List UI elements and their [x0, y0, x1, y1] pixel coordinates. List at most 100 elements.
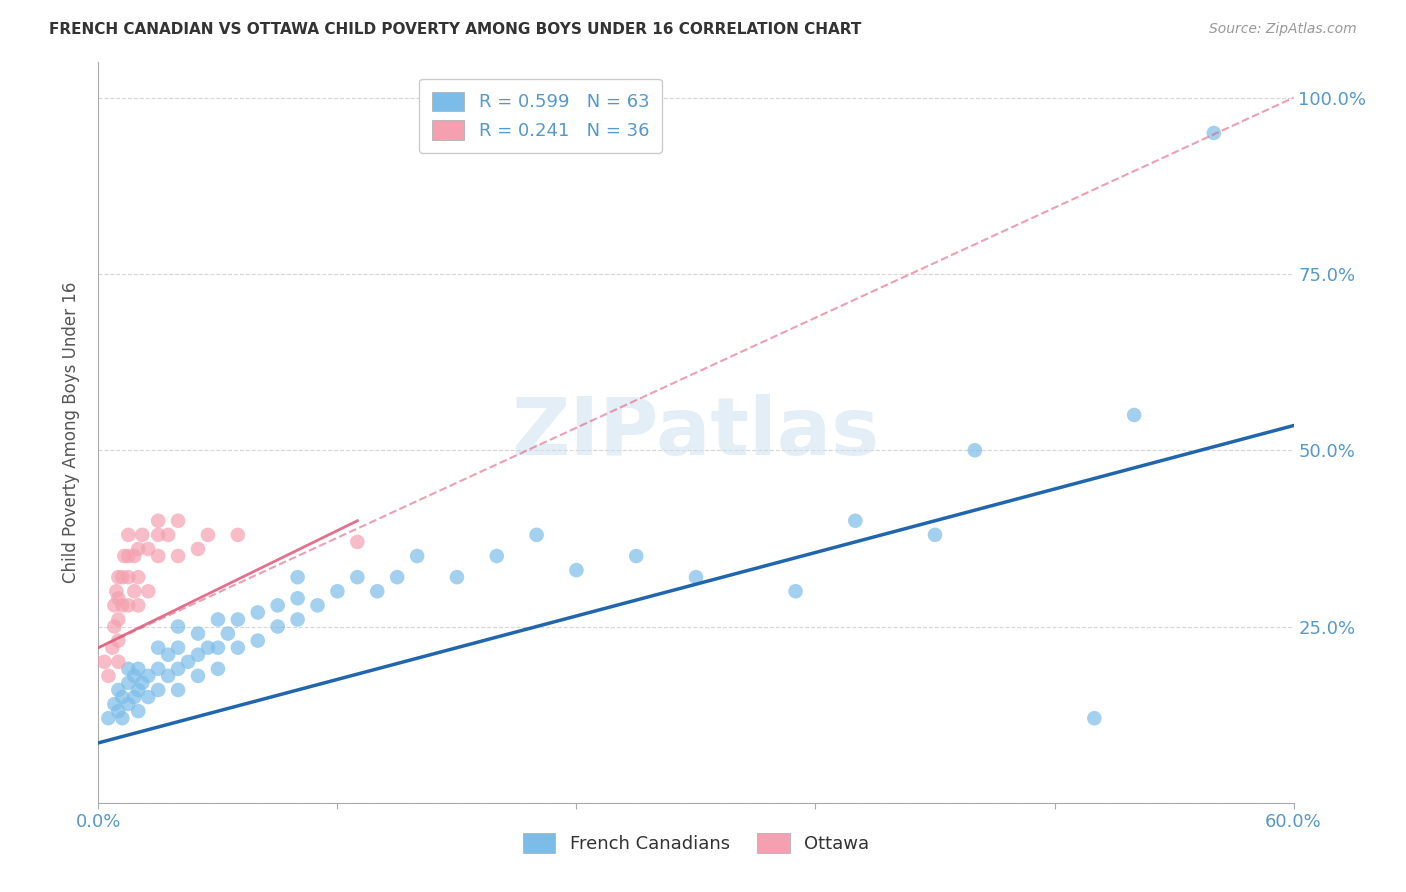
- Point: [107, 570, 129, 584]
- Point: [127, 570, 149, 584]
- Point: [136, 690, 159, 704]
- Text: FRENCH CANADIAN VS OTTAWA CHILD POVERTY AMONG BOYS UNDER 16 CORRELATION CHART: FRENCH CANADIAN VS OTTAWA CHILD POVERTY …: [49, 22, 862, 37]
- Point: [177, 655, 200, 669]
- Point: [207, 640, 229, 655]
- Point: [207, 662, 229, 676]
- Point: [207, 612, 229, 626]
- Point: [111, 711, 134, 725]
- Point: [111, 690, 134, 704]
- Point: [136, 541, 159, 556]
- Point: [127, 599, 149, 613]
- Point: [287, 591, 309, 606]
- Point: [148, 662, 170, 676]
- Point: [124, 690, 146, 704]
- Text: Source: ZipAtlas.com: Source: ZipAtlas.com: [1209, 22, 1357, 37]
- Point: [924, 528, 946, 542]
- Point: [127, 704, 149, 718]
- Point: [226, 612, 249, 626]
- Point: [385, 570, 409, 584]
- Point: [131, 676, 153, 690]
- Point: [446, 570, 468, 584]
- Point: [103, 697, 125, 711]
- Point: [526, 528, 548, 542]
- Point: [112, 549, 135, 563]
- Point: [117, 570, 139, 584]
- Point: [167, 549, 190, 563]
- Point: [97, 711, 120, 725]
- Point: [107, 612, 129, 626]
- Point: [267, 619, 290, 633]
- Point: [103, 599, 125, 613]
- Point: [117, 697, 139, 711]
- Point: [187, 669, 209, 683]
- Point: [117, 676, 139, 690]
- Point: [187, 626, 209, 640]
- Point: [127, 683, 149, 698]
- Point: [103, 619, 125, 633]
- Point: [187, 648, 209, 662]
- Point: [93, 655, 115, 669]
- Point: [217, 626, 239, 640]
- Point: [167, 640, 190, 655]
- Point: [963, 443, 986, 458]
- Point: [107, 683, 129, 698]
- Point: [111, 570, 134, 584]
- Point: [148, 683, 170, 698]
- Point: [167, 683, 190, 698]
- Point: [1123, 408, 1146, 422]
- Point: [117, 662, 139, 676]
- Point: [167, 662, 190, 676]
- Point: [124, 549, 146, 563]
- Point: [101, 640, 124, 655]
- Point: [685, 570, 707, 584]
- Point: [117, 599, 139, 613]
- Point: [127, 541, 149, 556]
- Point: [107, 633, 129, 648]
- Point: [326, 584, 349, 599]
- Point: [406, 549, 429, 563]
- Point: [157, 669, 180, 683]
- Point: [107, 704, 129, 718]
- Point: [626, 549, 648, 563]
- Point: [148, 528, 170, 542]
- Point: [1083, 711, 1105, 725]
- Point: [157, 528, 180, 542]
- Point: [107, 591, 129, 606]
- Point: [127, 662, 149, 676]
- Point: [111, 599, 134, 613]
- Point: [366, 584, 388, 599]
- Point: [346, 535, 368, 549]
- Point: [167, 619, 190, 633]
- Point: [124, 669, 146, 683]
- Point: [97, 669, 120, 683]
- Point: [197, 640, 219, 655]
- Point: [136, 669, 159, 683]
- Point: [105, 584, 128, 599]
- Point: [485, 549, 508, 563]
- Point: [117, 528, 139, 542]
- Point: [246, 606, 269, 620]
- Point: [107, 655, 129, 669]
- Point: [148, 640, 170, 655]
- Point: [226, 640, 249, 655]
- Point: [267, 599, 290, 613]
- Point: [197, 528, 219, 542]
- Point: [167, 514, 190, 528]
- Point: [117, 549, 139, 563]
- Point: [785, 584, 807, 599]
- Point: [307, 599, 329, 613]
- Legend: French Canadians, Ottawa: French Canadians, Ottawa: [516, 826, 876, 861]
- Point: [565, 563, 588, 577]
- Point: [226, 528, 249, 542]
- Point: [124, 584, 146, 599]
- Point: [246, 633, 269, 648]
- Point: [287, 612, 309, 626]
- Point: [131, 528, 153, 542]
- Point: [157, 648, 180, 662]
- Point: [1202, 126, 1225, 140]
- Point: [844, 514, 866, 528]
- Text: ZIPatlas: ZIPatlas: [512, 393, 880, 472]
- Point: [148, 549, 170, 563]
- Point: [148, 514, 170, 528]
- Point: [346, 570, 368, 584]
